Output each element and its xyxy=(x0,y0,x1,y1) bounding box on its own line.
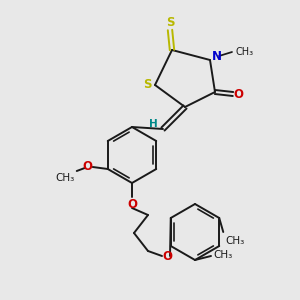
Text: N: N xyxy=(212,50,222,62)
Text: CH₃: CH₃ xyxy=(236,47,254,57)
Text: S: S xyxy=(143,79,151,92)
Text: CH₃: CH₃ xyxy=(225,236,244,246)
Text: CH₃: CH₃ xyxy=(213,250,232,260)
Text: CH₃: CH₃ xyxy=(56,173,75,183)
Text: H: H xyxy=(148,119,158,129)
Text: O: O xyxy=(162,250,172,262)
Text: O: O xyxy=(83,160,93,172)
Text: O: O xyxy=(127,197,137,211)
Text: O: O xyxy=(233,88,243,101)
Text: S: S xyxy=(166,16,174,28)
